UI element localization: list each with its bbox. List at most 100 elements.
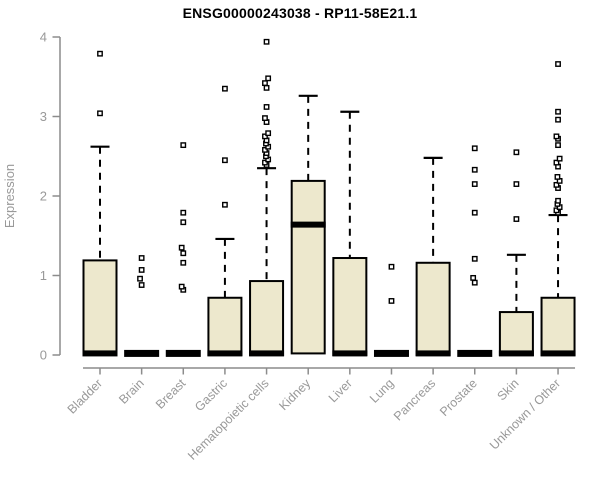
y-tick-label: 4 [40,30,47,45]
outlier-point [180,250,187,257]
y-tick-label: 2 [40,189,47,204]
outlier-point [263,38,270,45]
outlier-point [138,282,145,288]
box-rect [82,259,118,356]
outlier-point [97,50,103,57]
outlier-point [555,197,561,204]
outlier-point [555,116,561,123]
outlier-point [553,133,560,140]
outlier-point [138,267,145,273]
x-category-label: Unknown / Other [487,376,563,452]
outlier-point [471,255,478,262]
outlier-point [180,259,187,266]
x-category-label: Breast [153,376,189,412]
box-rect [498,311,534,357]
box-rect [540,296,576,357]
collapsed-box-bar [165,349,201,357]
outlier-point [180,219,187,226]
x-category-label: Lung [367,376,397,406]
outlier-point [553,207,560,214]
median-line [332,350,368,357]
x-category-label: Prostate [437,376,480,419]
box-rect [249,280,285,356]
outlier-point [471,181,478,187]
outlier-point [263,84,270,91]
chart-title: ENSG00000243038 - RP11-58E21.1 [182,5,418,21]
outlier-point [555,142,561,149]
median-line [207,350,243,357]
outlier-point [471,145,478,152]
outlier-point [555,108,561,115]
y-tick-label: 1 [40,268,47,283]
y-tick-label: 3 [40,109,47,124]
outlier-point [556,155,563,162]
outlier-point [138,255,145,261]
y-axis-title: Expression [2,164,17,228]
box-lung [373,263,409,357]
x-category-label: Bladder [65,376,105,416]
outlier-point [178,244,185,251]
x-category-label: Skin [494,376,521,403]
outlier-point [388,263,395,270]
outlier-point [180,209,187,216]
outlier-point [222,157,228,164]
x-category-label: Liver [326,376,355,405]
y-tick-label: 0 [40,348,47,363]
box-unknown-other [540,61,576,357]
outlier-point [263,104,270,110]
outlier-point [554,174,561,180]
outlier-point [178,283,185,290]
box-prostate [457,145,493,357]
outlier-point [97,110,103,117]
collapsed-box-bar [124,349,160,357]
box-liver [332,110,368,357]
box-skin [498,149,534,357]
outlier-point [262,159,268,166]
x-category-label: Pancreas [391,376,438,423]
box-breast [165,142,201,357]
outlier-point [555,61,561,67]
box-rect [415,261,451,356]
outlier-point [471,209,478,216]
box-hematopoietic-cells [249,38,285,357]
outlier-point [471,279,478,286]
median-line [498,350,534,357]
box-pancreas [415,156,451,357]
box-brain [124,255,160,357]
outlier-point [180,142,187,149]
outlier-point [471,166,478,173]
box-gastric [207,85,243,357]
outlier-point [265,75,272,82]
collapsed-box-bar [457,349,493,357]
outlier-point [222,201,228,208]
box-bladder [82,50,118,357]
outlier-point [553,159,560,166]
outlier-point [262,80,268,87]
outlier-point [513,149,520,156]
median-line [82,350,118,357]
box-rect [207,296,243,357]
median-line [290,221,326,228]
outlier-point [262,146,268,153]
median-line [540,350,576,357]
outlier-point [470,274,477,281]
box-kidney [290,94,326,355]
outlier-point [137,275,143,282]
median-line [249,350,285,357]
x-category-label: Brain [116,376,147,407]
box-rect [332,257,368,357]
outlier-point [553,181,560,188]
box-rect [290,179,326,355]
collapsed-box-bar [373,349,409,357]
outlier-point [513,181,520,187]
outlier-point [513,216,520,222]
outlier-point [388,298,395,304]
x-category-label: Hematopoietic cells [185,376,272,463]
outlier-point [222,85,228,92]
outlier-point [265,130,272,137]
outlier-point [262,115,268,121]
x-category-label: Gastric [192,376,230,414]
outlier-point [262,133,268,140]
